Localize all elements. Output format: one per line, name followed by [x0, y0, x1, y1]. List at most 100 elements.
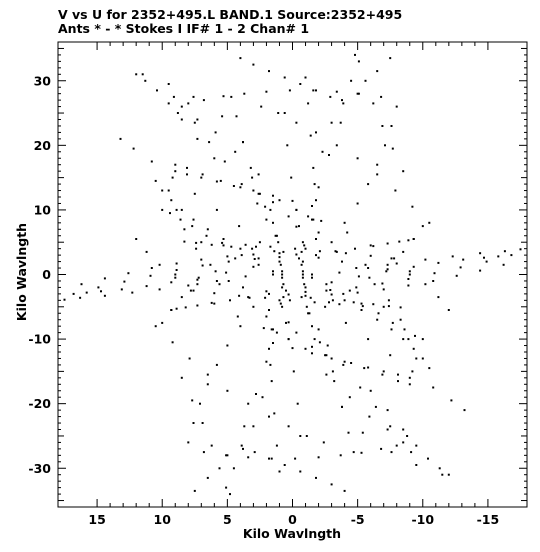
uv-point: [79, 296, 82, 299]
uv-point: [407, 284, 410, 287]
uv-point: [191, 225, 194, 228]
uv-point: [215, 363, 218, 366]
uv-point: [154, 179, 157, 182]
uv-point: [308, 312, 311, 315]
uv-point: [295, 208, 298, 211]
uv-point: [265, 90, 268, 93]
uv-point: [408, 270, 411, 273]
uv-point: [367, 267, 370, 269]
uv-point: [311, 218, 313, 221]
y-tick-label: 0: [42, 267, 51, 282]
uv-point: [390, 328, 393, 331]
uv-point: [161, 208, 164, 211]
uv-point: [229, 299, 231, 302]
uv-point: [369, 389, 372, 392]
uv-point: [208, 141, 211, 144]
uv-point: [260, 105, 263, 108]
uv-point: [304, 290, 307, 293]
uv-point: [232, 185, 235, 187]
uv-point: [328, 154, 330, 156]
uv-point: [309, 134, 312, 137]
uv-point: [301, 270, 304, 273]
uv-point: [368, 415, 371, 418]
uv-point: [290, 176, 293, 179]
uv-point: [281, 270, 284, 273]
uv-point: [275, 234, 278, 237]
uv-point: [209, 263, 212, 266]
uv-point: [447, 309, 450, 311]
uv-point: [395, 262, 398, 265]
uv-point: [226, 454, 229, 457]
uv-point: [120, 288, 123, 291]
uv-point: [338, 303, 341, 306]
uv-point: [206, 228, 209, 231]
uv-point: [221, 241, 224, 244]
uv-point: [356, 202, 359, 205]
uv-point: [167, 189, 170, 192]
uv-point: [127, 272, 130, 275]
uv-point: [171, 176, 174, 179]
uv-point: [348, 289, 351, 292]
uv-point: [100, 290, 102, 293]
uv-point: [304, 247, 307, 250]
uv-point: [199, 402, 201, 405]
uv-point: [433, 272, 436, 275]
uv-point: [135, 73, 138, 76]
uv-point: [161, 189, 164, 192]
uv-point: [235, 115, 238, 118]
uv-point: [278, 252, 281, 255]
uv-point: [330, 281, 333, 284]
uv-point: [296, 402, 299, 405]
uv-point: [479, 269, 482, 272]
uv-point: [311, 345, 313, 348]
uv-point: [343, 221, 346, 224]
uv-point: [369, 254, 372, 257]
uv-point: [325, 373, 328, 376]
uv-point: [387, 305, 390, 308]
uv-point: [283, 76, 286, 79]
uv-point: [341, 260, 343, 263]
uv-point: [131, 291, 134, 294]
uv-point: [268, 457, 270, 460]
uv-point: [196, 304, 199, 307]
uv-point: [450, 399, 453, 402]
uv-point: [399, 318, 402, 321]
uv-point: [421, 338, 424, 341]
uv-point: [238, 294, 241, 297]
uv-point: [277, 241, 280, 244]
uv-point: [408, 273, 411, 276]
uv-point: [393, 257, 396, 260]
uv-point: [479, 252, 482, 255]
uv-point: [357, 60, 360, 63]
uv-point: [161, 321, 164, 324]
uv-point: [357, 92, 360, 95]
uv-point: [519, 248, 522, 251]
uv-point: [213, 157, 216, 160]
chart-title-line2: Ants * - * Stokes I IF# 1 - 2 Chan# 1: [58, 21, 309, 36]
uv-point: [288, 89, 291, 92]
uv-point: [191, 399, 194, 402]
uv-point: [407, 278, 410, 280]
uv-point: [255, 245, 257, 248]
uv-point: [408, 383, 411, 386]
uv-point: [192, 289, 195, 292]
uv-point: [145, 250, 148, 253]
uv-point: [341, 405, 343, 408]
uv-point: [428, 221, 431, 224]
uv-point: [368, 276, 371, 279]
uv-point: [186, 166, 188, 169]
x-tick-label: -5: [351, 512, 365, 527]
uv-point: [441, 473, 444, 476]
uv-point: [330, 357, 333, 360]
uv-point: [324, 354, 327, 357]
uv-point: [317, 328, 320, 331]
uv-point: [389, 57, 392, 60]
uv-point: [287, 338, 290, 341]
uv-point: [282, 296, 285, 299]
uv-point: [187, 284, 190, 287]
y-tick-label: 30: [34, 73, 52, 88]
uv-point: [195, 241, 198, 244]
uv-point: [156, 89, 158, 92]
uv-point: [367, 338, 370, 341]
